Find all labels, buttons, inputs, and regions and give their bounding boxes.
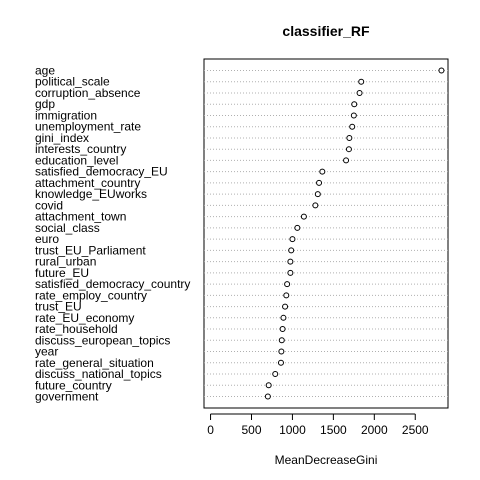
data-point xyxy=(319,168,326,175)
category-label: interests_country xyxy=(35,142,126,156)
data-point xyxy=(358,78,365,85)
x-axis: 0 500 1000 1500 2000 2500 xyxy=(207,413,429,437)
category-labels: agepolitical_scalecorruption_absencegdpi… xyxy=(35,64,190,404)
data-point xyxy=(287,258,294,265)
data-point xyxy=(351,101,358,108)
data-point xyxy=(284,281,291,288)
data-point xyxy=(345,146,352,153)
category-label: satisfied_democracy_country xyxy=(35,277,190,291)
data-point xyxy=(312,202,319,209)
data-point xyxy=(289,236,296,243)
data-point xyxy=(300,213,307,220)
data-point xyxy=(282,303,289,310)
category-label: education_level xyxy=(35,153,118,167)
category-label: discuss_european_topics xyxy=(35,333,170,347)
category-label: covid xyxy=(35,198,63,212)
data-point xyxy=(346,134,353,141)
category-label: discuss_national_topics xyxy=(35,367,162,381)
category-label: corruption_absence xyxy=(35,86,141,100)
category-label: rate_EU_economy xyxy=(35,311,134,325)
data-point xyxy=(265,382,272,389)
data-point xyxy=(277,359,284,366)
category-label: euro xyxy=(35,232,59,246)
data-point xyxy=(272,371,279,378)
category-label: rate_employ_country xyxy=(35,288,147,302)
x-tick-label: 2000 xyxy=(361,423,388,437)
category-label: knowledge_EUworks xyxy=(35,187,147,201)
data-point xyxy=(280,314,287,321)
data-point xyxy=(350,112,357,119)
data-point xyxy=(287,269,294,276)
x-tick-label: 1500 xyxy=(320,423,347,437)
plot-frame xyxy=(203,58,449,409)
data-points xyxy=(264,67,445,400)
category-label: social_class xyxy=(35,221,100,235)
category-label: trust_EU xyxy=(35,300,82,314)
category-label: age xyxy=(35,64,55,78)
category-label: future_EU xyxy=(35,266,89,280)
category-label: rate_general_situation xyxy=(35,356,154,370)
data-point xyxy=(343,157,350,164)
category-label: rate_household xyxy=(35,322,118,336)
category-label: gini_index xyxy=(35,131,89,145)
x-tick-label: 1000 xyxy=(279,423,306,437)
category-label: attachment_town xyxy=(35,210,126,224)
data-point xyxy=(356,89,363,96)
category-label: government xyxy=(35,390,99,404)
category-label: political_scale xyxy=(35,75,110,89)
category-label: unemployment_rate xyxy=(35,120,141,134)
x-axis-title: MeanDecreaseGini xyxy=(275,453,378,467)
data-point xyxy=(264,393,271,400)
category-label: satisfied_democracy_EU xyxy=(35,165,168,179)
category-label: attachment_country xyxy=(35,176,140,190)
data-point xyxy=(288,247,295,254)
x-tick-label: 2500 xyxy=(402,423,429,437)
grid-lines xyxy=(204,70,448,397)
data-point xyxy=(283,292,290,299)
data-point xyxy=(279,326,286,333)
x-tick-label: 0 xyxy=(207,423,214,437)
category-label: gdp xyxy=(35,97,55,111)
data-point xyxy=(314,191,321,198)
category-label: immigration xyxy=(35,108,97,122)
x-tick-label: 500 xyxy=(241,423,261,437)
category-label: trust_EU_Parliament xyxy=(35,243,146,257)
data-point xyxy=(316,179,323,186)
data-point xyxy=(294,224,301,231)
category-label: rural_urban xyxy=(35,255,96,269)
data-point xyxy=(438,67,445,74)
category-label: future_country xyxy=(35,378,112,392)
data-point xyxy=(278,348,285,355)
data-point xyxy=(278,337,285,344)
data-point xyxy=(349,123,356,130)
category-label: year xyxy=(35,345,58,359)
chart-title: classifier_RF xyxy=(282,23,370,39)
